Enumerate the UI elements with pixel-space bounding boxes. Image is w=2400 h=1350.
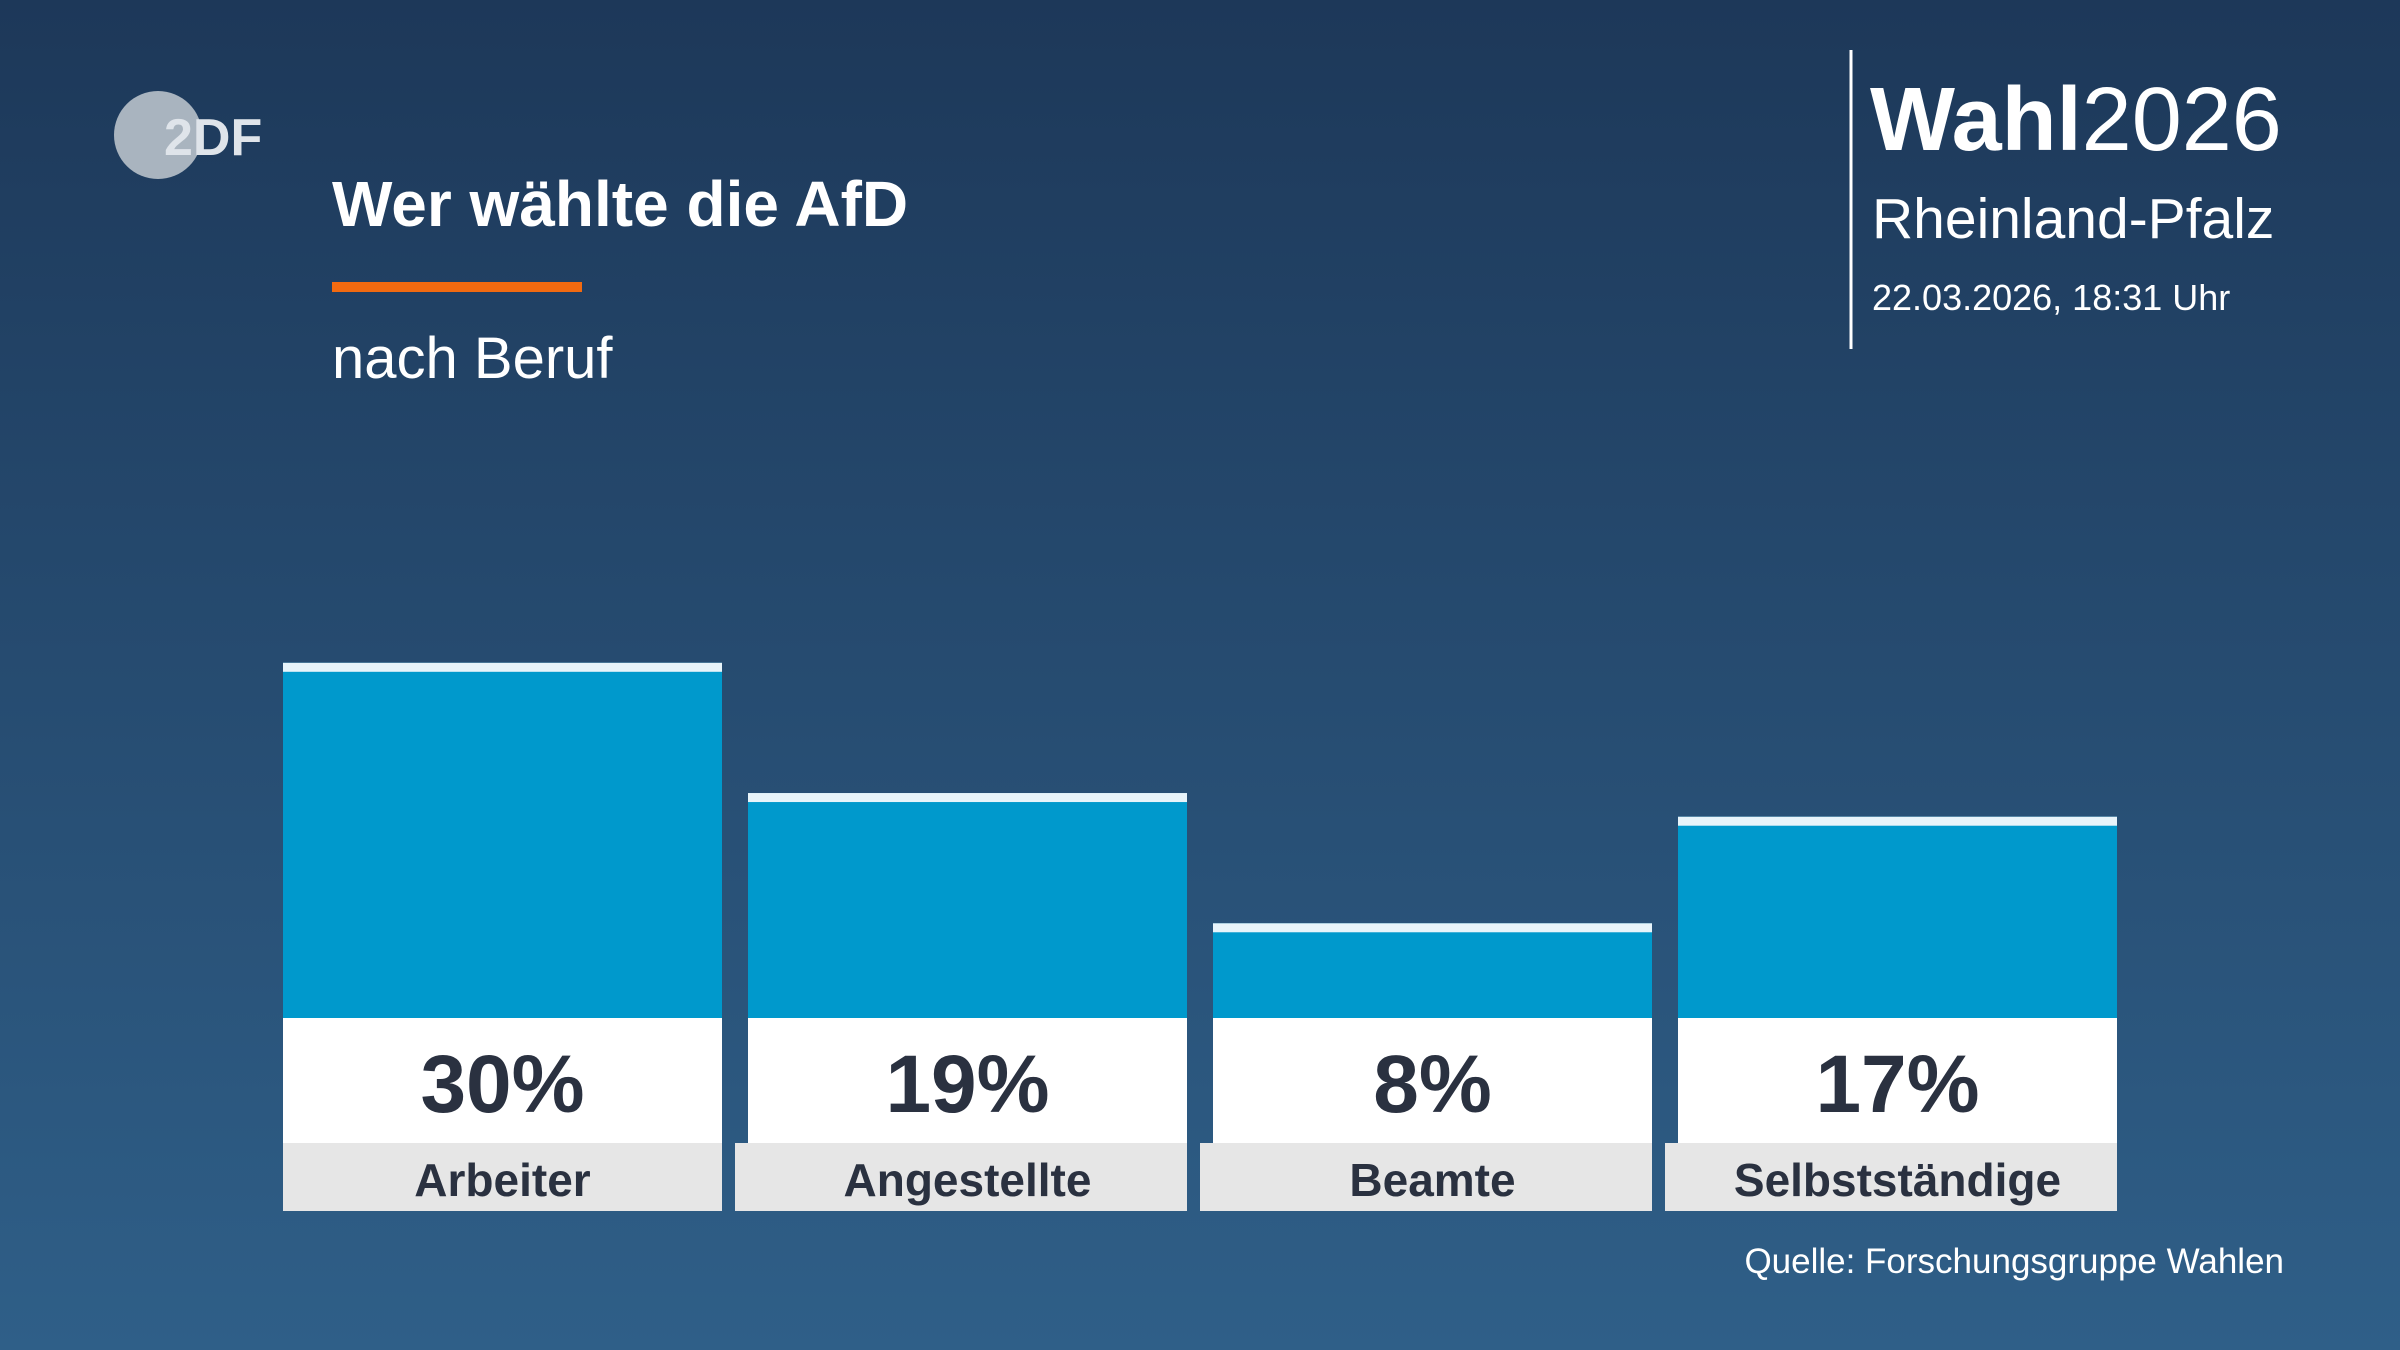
brand-region: Rheinland-Pfalz [1872, 187, 2274, 251]
title-accent [332, 282, 582, 292]
category-label: Angestellte [844, 1154, 1092, 1206]
bar-cap [1678, 816, 2117, 826]
category-label: Beamte [1349, 1154, 1515, 1206]
value-box [1678, 1018, 2117, 1143]
bar-cap [1213, 923, 1652, 933]
category-box [735, 1143, 1187, 1211]
brand-bold: Wahl [1870, 70, 2082, 170]
bar-cap [748, 793, 1187, 803]
category-box [1665, 1143, 2117, 1211]
chart-title: Wer wählte die AfD [332, 168, 908, 240]
bar [283, 662, 722, 1018]
bar [1213, 923, 1652, 1018]
brand-timestamp: 22.03.2026, 18:31 Uhr [1872, 277, 2230, 318]
bar [748, 793, 1187, 1018]
category-label: Selbstständige [1734, 1154, 2061, 1206]
category-label: Arbeiter [414, 1154, 590, 1206]
bar-cap [283, 662, 722, 672]
logo-circle [114, 91, 202, 179]
chart-subtitle: nach Beruf [332, 326, 613, 391]
value-label: 8% [1373, 1039, 1492, 1130]
source: Quelle: Forschungsgruppe Wahlen [1744, 1242, 2284, 1281]
brand-title: Wahl2026 [1870, 70, 2282, 170]
brand-year: 2026 [2082, 70, 2282, 170]
value-box [748, 1018, 1187, 1143]
value-box [283, 1018, 722, 1143]
category-box [1200, 1143, 1652, 1211]
value-label: 17% [1815, 1039, 1979, 1130]
value-box [1213, 1018, 1652, 1143]
category-box [283, 1143, 722, 1211]
value-label: 30% [420, 1039, 584, 1130]
value-label: 19% [885, 1039, 1049, 1130]
logo-text: 2DF [164, 109, 262, 167]
bar [1678, 816, 2117, 1018]
